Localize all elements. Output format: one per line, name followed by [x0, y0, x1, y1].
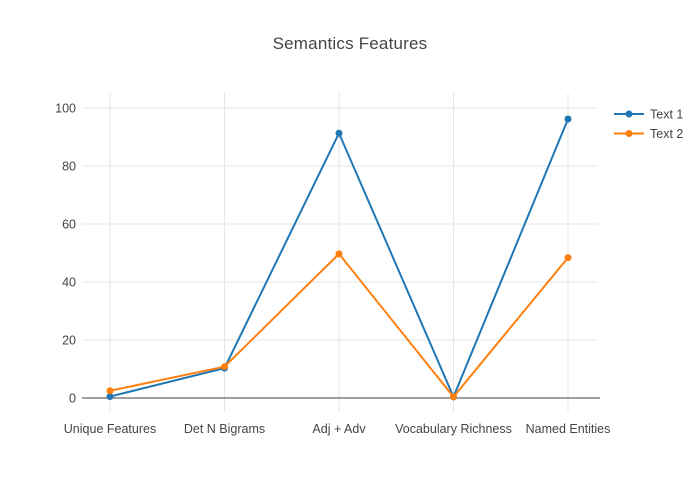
- x-tick-label: Named Entities: [526, 422, 611, 436]
- x-tick-label: Adj + Adv: [312, 422, 366, 436]
- x-tick-label: Vocabulary Richness: [395, 422, 512, 436]
- legend-marker: [625, 110, 633, 118]
- data-point: [335, 129, 343, 137]
- legend-item-text-2[interactable]: Text 2: [614, 127, 683, 141]
- y-tick-label: 0: [69, 392, 76, 406]
- y-tick-label: 80: [62, 160, 76, 174]
- data-point: [221, 363, 228, 371]
- data-point: [106, 393, 114, 401]
- chart-title: Semantics Features: [272, 34, 428, 53]
- data-point: [106, 387, 114, 395]
- legend: Text 1 Text 2: [614, 108, 683, 141]
- legend-label: Text 2: [650, 127, 683, 141]
- y-tick-label: 20: [62, 334, 76, 348]
- legend-marker: [625, 130, 633, 137]
- data-point: [564, 254, 572, 262]
- y-tick-label: 40: [62, 276, 76, 290]
- legend-label: Text 1: [650, 108, 683, 122]
- series-2: [106, 250, 572, 401]
- x-tick-label: Det N Bigrams: [184, 422, 265, 436]
- legend-item-text-1[interactable]: Text 1: [614, 108, 683, 122]
- y-tick-label: 60: [62, 218, 76, 232]
- data-point: [564, 115, 572, 123]
- y-tick-label: 100: [55, 102, 76, 116]
- x-tick-label: Unique Features: [64, 422, 156, 436]
- data-point: [450, 393, 457, 401]
- data-point: [335, 250, 343, 258]
